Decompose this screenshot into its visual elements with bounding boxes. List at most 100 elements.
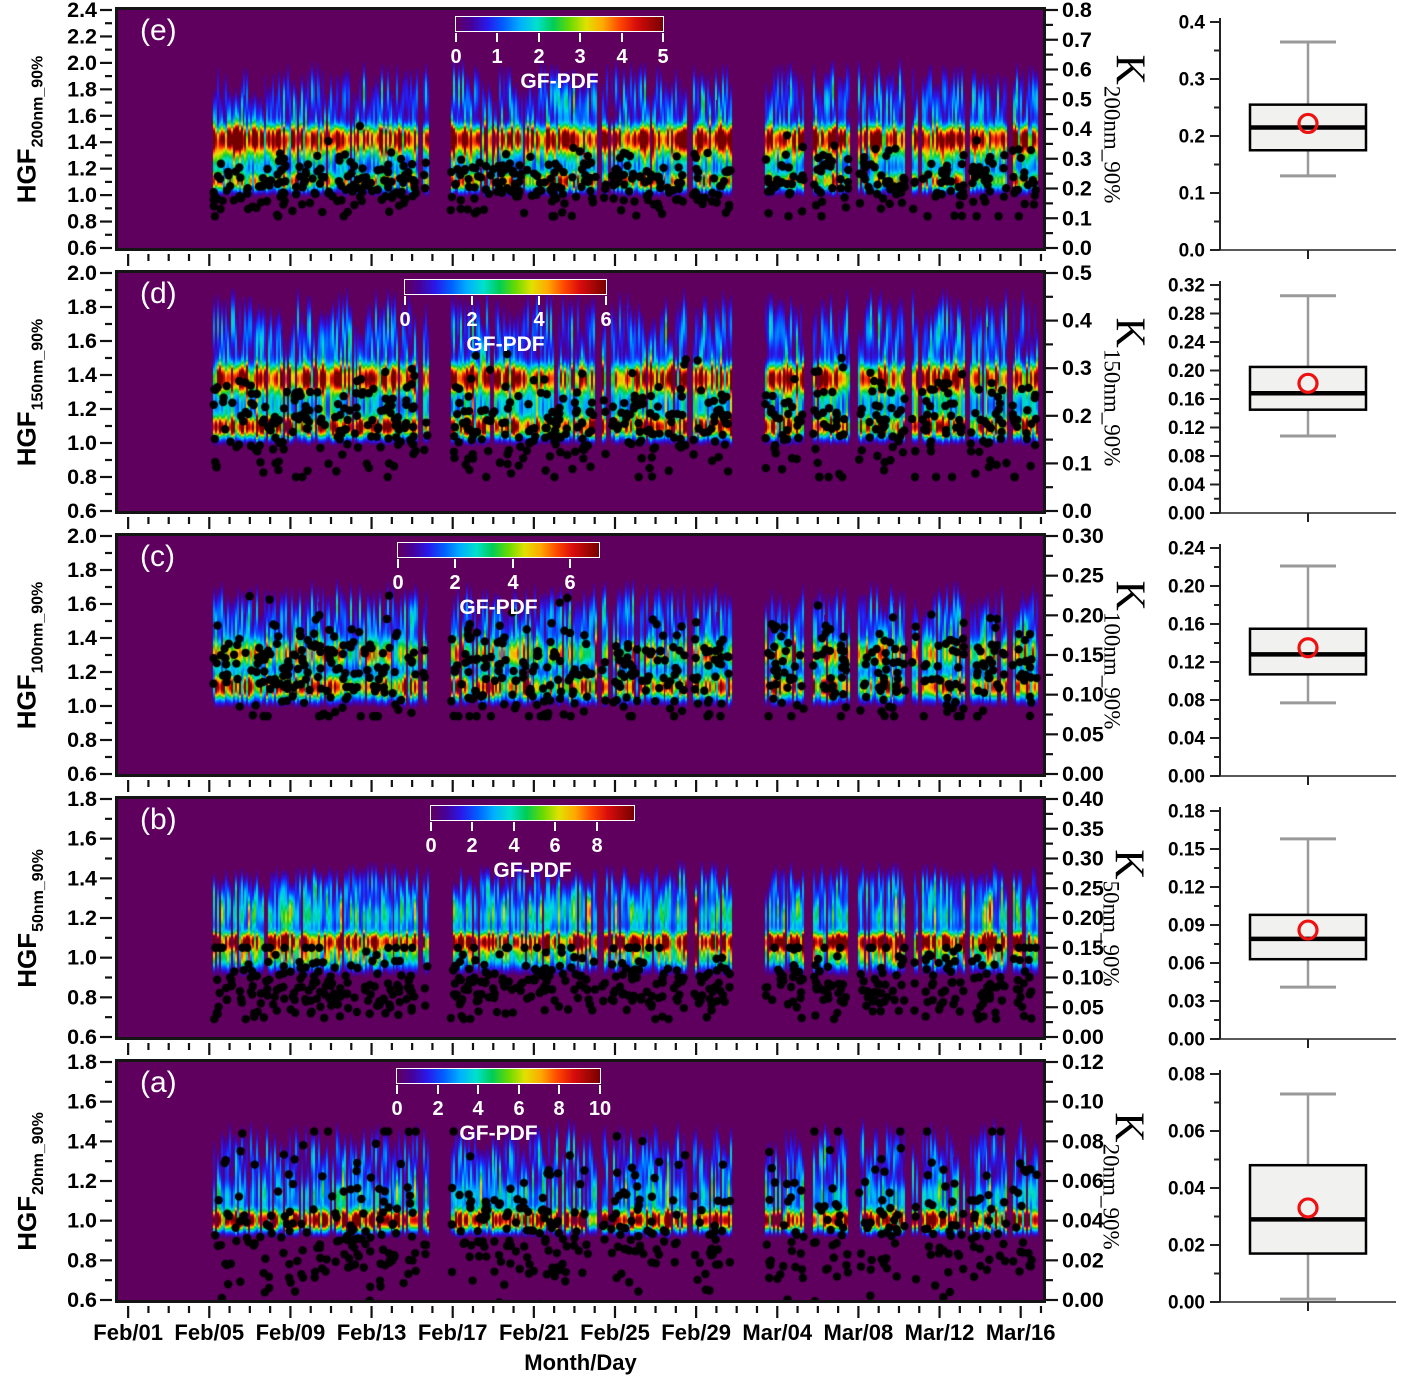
boxplot-tick-label: 0.18	[1168, 802, 1205, 823]
left-axis-tick-label: 1.6	[67, 104, 97, 128]
kappa-axis-title: Κ200nm_90%	[1096, 10, 1162, 248]
right-axis-tick-label: 0.5	[1062, 87, 1092, 111]
colorbar-tick	[397, 559, 399, 568]
left-axis-tick-label: 1.8	[67, 77, 97, 101]
colorbar-tick	[513, 822, 515, 831]
boxplot-tick-label: 0.0	[1179, 241, 1205, 262]
colorbar-tick	[518, 1085, 520, 1094]
boxplot-box	[1248, 1163, 1368, 1255]
colorbar-tick-label: 3	[574, 46, 586, 68]
boxplot-tick-label: 0.00	[1168, 767, 1205, 788]
kappa-title-main: Κ	[1106, 1112, 1152, 1143]
right-axis-tick-label: 0.7	[1062, 28, 1092, 52]
boxplot-mean-marker	[1297, 112, 1319, 135]
left-axis-tick-label: 1.0	[67, 1209, 97, 1233]
left-axis-tick-label: 2.4	[67, 0, 97, 22]
colorbar-gradient	[455, 16, 664, 32]
left-axis-tick-label: 2.0	[67, 261, 97, 285]
kappa-title-sub: 50nm_90%	[1099, 880, 1124, 987]
colorbar-tick	[471, 822, 473, 831]
colorbar-tick-label: 2	[432, 1098, 444, 1120]
left-axis-tick-label: 0.6	[67, 762, 97, 786]
left-axis-title-sub: 50nm_90%	[29, 848, 47, 932]
colorbar-title: GF-PDF	[520, 70, 599, 93]
colorbar-title: GF-PDF	[459, 1122, 538, 1145]
left-axis-title-sub: 100nm_90%	[29, 581, 47, 673]
boxplot-tick-label: 0.06	[1168, 954, 1205, 975]
colorbar-tick	[596, 822, 598, 831]
kappa-title-main: Κ	[1106, 580, 1152, 611]
kappa-title-sub: 150nm_90%	[1099, 348, 1124, 467]
left-axis-tick-label: 0.8	[67, 210, 97, 234]
kappa-axis-title: Κ100nm_90%	[1096, 536, 1162, 774]
colorbar-tick	[471, 296, 473, 305]
left-axis-title: HGF100nm_90%	[0, 536, 54, 774]
x-axis-tick-label: Feb/05	[174, 1320, 244, 1345]
x-axis-tick-label: Feb/13	[337, 1320, 407, 1345]
kappa-title-main: Κ	[1106, 317, 1152, 348]
boxplot-tick-label: 0.04	[1168, 475, 1205, 496]
boxplot-tick-label: 0.3	[1179, 70, 1205, 91]
left-axis-title: HGF150nm_90%	[0, 273, 54, 511]
left-axis-title-sub: 200nm_90%	[29, 55, 47, 147]
colorbar-title: GF-PDF	[466, 333, 545, 356]
colorbar-tick	[404, 296, 406, 305]
x-axis-tick-label: Feb/29	[661, 1320, 731, 1345]
right-axis-tick-label: 0.5	[1062, 261, 1092, 285]
colorbar-tick-label: 0	[392, 572, 404, 594]
colorbar-tick-label: 2	[466, 835, 478, 857]
left-axis-tick-label: 1.8	[67, 295, 97, 319]
right-axis-tick-label: 0.4	[1062, 117, 1092, 141]
boxplot-box	[1248, 365, 1368, 411]
boxplot-tick-label: 0.1	[1179, 184, 1206, 205]
boxplot-tick-label: 0.04	[1168, 729, 1205, 750]
boxplot-tick-label: 0.28	[1168, 304, 1205, 325]
colorbar-tick-label: 6	[549, 835, 561, 857]
left-axis-tick-label: 0.6	[67, 499, 97, 523]
left-axis-tick-label: 1.2	[67, 397, 97, 421]
boxplot-tick-label: 0.16	[1168, 615, 1205, 636]
left-axis-tick-label: 1.0	[67, 183, 97, 207]
kappa-title-sub: 200nm_90%	[1099, 85, 1124, 204]
boxplot-tick-label: 0.12	[1168, 418, 1205, 439]
boxplot-tick-label: 0.16	[1168, 390, 1205, 411]
heatmap-canvas	[118, 799, 1043, 1037]
colorbar-tick-label: 4	[507, 572, 519, 594]
boxplot-tick-label: 0.2	[1179, 127, 1205, 148]
colorbar-tick-label: 0	[391, 1098, 403, 1120]
kappa-title-sub: 100nm_90%	[1099, 611, 1124, 730]
colorbar-tick-label: 0	[450, 46, 462, 68]
right-axis-tick-label: 0.3	[1062, 147, 1092, 171]
x-axis-tick-label: Feb/17	[418, 1320, 488, 1345]
colorbar-tick-label: 0	[425, 835, 437, 857]
kappa-title-sub: 20nm_90%	[1099, 1143, 1124, 1250]
x-axis-tick-label: Feb/09	[256, 1320, 326, 1345]
panel-letter: (d)	[140, 277, 177, 310]
boxplot-tick-label: 0.20	[1168, 361, 1205, 382]
right-axis-tick-label: 0.3	[1062, 356, 1092, 380]
colorbar-tick-label: 8	[553, 1098, 565, 1120]
boxplot-tick-label: 0.00	[1168, 504, 1205, 525]
colorbar-tick-label: 1	[491, 46, 503, 68]
heatmap-panel-b: (b) 0 2 4 6 8 GF-PDF	[115, 796, 1046, 1040]
left-axis-tick-label: 1.2	[67, 1169, 97, 1193]
colorbar: 0 2 4 6 8 GF-PDF	[425, 805, 635, 882]
colorbar-tick	[455, 33, 457, 42]
boxplot-box	[1248, 913, 1368, 961]
boxplot-tick-label: 0.08	[1168, 691, 1205, 712]
colorbar-tick-label: 10	[588, 1098, 612, 1120]
x-axis-tick-label: Mar/04	[742, 1320, 812, 1345]
right-axis-tick-label: 0.2	[1062, 404, 1092, 428]
right-axis-tick-label: 0.6	[1062, 58, 1092, 82]
boxplot-tick-label: 0.02	[1168, 1236, 1205, 1257]
left-axis-tick-label: 1.0	[67, 694, 97, 718]
left-axis-tick-label: 0.8	[67, 985, 97, 1009]
left-axis-tick-label: 1.2	[67, 157, 97, 181]
left-axis-tick-label: 1.6	[67, 1090, 97, 1114]
boxplot-box	[1248, 627, 1368, 676]
colorbar-tick	[662, 33, 664, 42]
colorbar-tick	[554, 822, 556, 831]
colorbar-tick	[558, 1085, 560, 1094]
kappa-axis-title: Κ20nm_90%	[1096, 1062, 1162, 1300]
heatmap-panel-e: (e) 0 1 2 3 4 5 GF-PDF	[115, 7, 1046, 251]
